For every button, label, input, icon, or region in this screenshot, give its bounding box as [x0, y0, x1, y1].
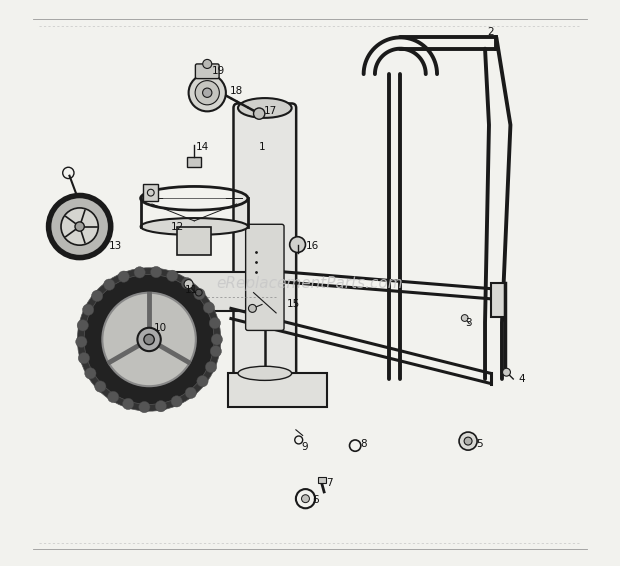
Circle shape: [503, 368, 510, 376]
Circle shape: [461, 315, 468, 321]
Circle shape: [134, 267, 145, 278]
FancyBboxPatch shape: [234, 104, 296, 378]
Circle shape: [171, 396, 182, 407]
Circle shape: [61, 208, 99, 245]
Circle shape: [185, 387, 197, 398]
Circle shape: [195, 80, 219, 105]
Circle shape: [203, 59, 212, 68]
Text: 15: 15: [286, 299, 299, 309]
Circle shape: [75, 222, 84, 231]
Circle shape: [211, 334, 223, 345]
Text: 14: 14: [196, 143, 210, 152]
Circle shape: [197, 375, 208, 387]
Circle shape: [203, 302, 215, 314]
FancyBboxPatch shape: [195, 64, 219, 79]
Text: 6: 6: [312, 495, 319, 505]
FancyBboxPatch shape: [246, 224, 284, 331]
Text: 5: 5: [476, 439, 483, 449]
Text: 19: 19: [211, 66, 224, 76]
Circle shape: [84, 275, 214, 404]
Circle shape: [102, 293, 196, 386]
Text: 12: 12: [170, 221, 184, 231]
Circle shape: [92, 290, 103, 302]
Circle shape: [78, 353, 90, 364]
Circle shape: [123, 398, 134, 410]
Circle shape: [290, 237, 306, 252]
FancyBboxPatch shape: [228, 374, 327, 407]
Circle shape: [181, 278, 193, 289]
Circle shape: [254, 108, 265, 119]
Ellipse shape: [238, 366, 291, 380]
Text: 3: 3: [465, 318, 471, 328]
FancyBboxPatch shape: [490, 283, 505, 317]
Circle shape: [184, 280, 193, 289]
Text: 13: 13: [108, 241, 122, 251]
Circle shape: [459, 432, 477, 450]
Circle shape: [95, 381, 106, 392]
Ellipse shape: [141, 218, 248, 235]
Circle shape: [209, 318, 221, 329]
Circle shape: [82, 304, 94, 315]
Circle shape: [138, 328, 161, 351]
Circle shape: [194, 289, 205, 300]
Circle shape: [203, 88, 212, 97]
Circle shape: [104, 279, 115, 290]
FancyBboxPatch shape: [143, 184, 157, 201]
Text: 9: 9: [301, 441, 308, 452]
Circle shape: [188, 74, 226, 112]
Text: 16: 16: [306, 241, 319, 251]
Circle shape: [78, 268, 221, 411]
Ellipse shape: [238, 98, 291, 118]
Circle shape: [107, 391, 119, 402]
Text: 17: 17: [264, 106, 277, 116]
Circle shape: [139, 401, 150, 413]
Circle shape: [249, 305, 256, 312]
Circle shape: [167, 270, 178, 281]
Circle shape: [210, 346, 221, 357]
Text: eReplacementParts.com: eReplacementParts.com: [216, 276, 404, 290]
Circle shape: [77, 320, 89, 331]
Text: 8: 8: [360, 439, 367, 449]
Circle shape: [155, 401, 167, 412]
FancyBboxPatch shape: [318, 477, 326, 483]
Text: 7: 7: [327, 478, 333, 488]
FancyBboxPatch shape: [177, 226, 211, 255]
Text: 2: 2: [487, 27, 494, 37]
Text: 10: 10: [154, 323, 167, 333]
Circle shape: [118, 271, 130, 282]
FancyBboxPatch shape: [169, 272, 281, 311]
Circle shape: [151, 267, 162, 278]
Circle shape: [76, 336, 87, 348]
Circle shape: [144, 335, 154, 345]
Circle shape: [205, 361, 216, 372]
Circle shape: [48, 195, 111, 258]
Text: 18: 18: [230, 86, 243, 96]
Text: 1: 1: [259, 143, 265, 152]
FancyBboxPatch shape: [187, 157, 201, 168]
Circle shape: [464, 437, 472, 445]
Text: 4: 4: [518, 374, 525, 384]
Circle shape: [301, 495, 309, 503]
Text: 11: 11: [185, 285, 198, 295]
Circle shape: [85, 368, 96, 379]
